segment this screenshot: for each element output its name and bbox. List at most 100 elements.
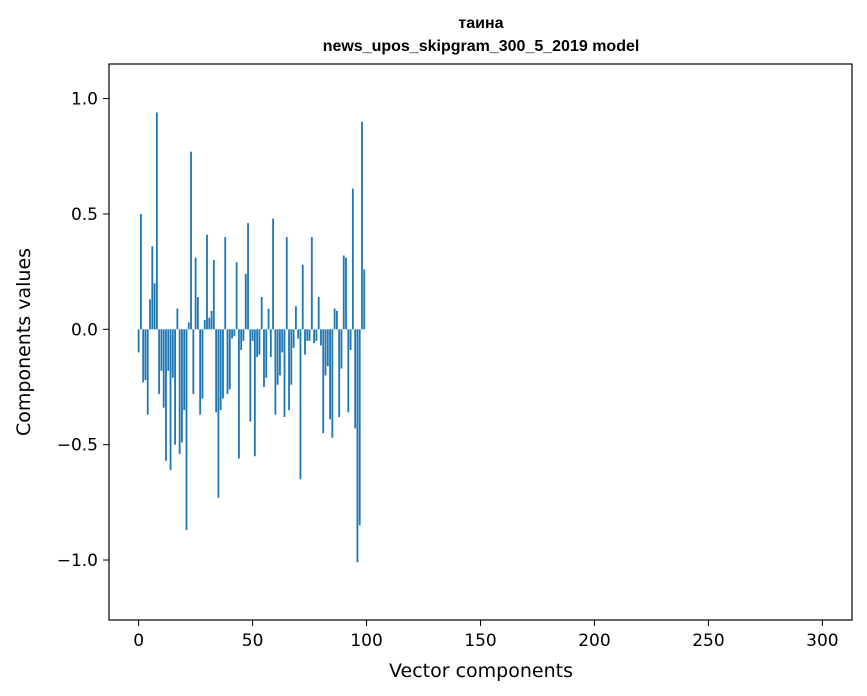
bar <box>304 329 306 355</box>
y-tick-label: 0.0 <box>71 320 98 340</box>
x-tick-label: 300 <box>806 631 838 651</box>
bar <box>263 329 265 387</box>
bar <box>317 297 320 330</box>
bar <box>242 329 245 341</box>
bar <box>201 329 204 399</box>
bar <box>187 322 190 330</box>
bar <box>228 329 231 390</box>
y-axis-label: Components values <box>13 248 35 436</box>
bar <box>251 329 254 341</box>
bar <box>313 329 316 344</box>
bar <box>324 329 327 376</box>
bar <box>196 297 199 330</box>
x-axis-ticks: 0 50 100 150 200 250 300 <box>133 620 839 651</box>
bar <box>320 329 322 346</box>
bar <box>294 306 297 330</box>
bar <box>349 329 352 351</box>
x-tick-label: 100 <box>350 631 382 651</box>
bar <box>233 329 236 337</box>
y-axis-ticks: −1.0 −0.5 0.0 0.5 1.0 <box>57 90 109 571</box>
bar <box>340 329 343 369</box>
x-tick-label: 0 <box>133 631 144 651</box>
bar <box>331 329 334 438</box>
x-tick-label: 200 <box>578 631 610 651</box>
x-axis-label: Vector components <box>389 660 573 682</box>
bar <box>363 269 366 330</box>
bar <box>219 329 222 411</box>
bar <box>249 329 252 422</box>
bar <box>160 329 163 371</box>
bar <box>162 329 165 408</box>
x-tick-label: 250 <box>692 631 724 651</box>
bar <box>151 246 154 330</box>
bar <box>194 257 197 330</box>
bar <box>265 329 268 378</box>
chart-title-line2: news_upos_skipgram_300_5_2019 model <box>323 38 640 55</box>
y-tick-label: −0.5 <box>57 436 98 456</box>
x-tick-label: 150 <box>464 631 496 651</box>
bar <box>192 329 195 394</box>
bar <box>347 329 350 413</box>
bar <box>288 329 290 411</box>
bar <box>226 329 229 394</box>
bar <box>224 237 227 330</box>
bar <box>231 329 233 339</box>
bar <box>203 320 206 330</box>
y-tick-label: −1.0 <box>57 551 98 571</box>
bar <box>153 283 156 330</box>
bar <box>217 329 220 498</box>
bar <box>176 308 179 330</box>
bar <box>215 329 218 413</box>
bar <box>256 329 259 357</box>
y-tick-label: 0.5 <box>71 205 98 225</box>
bar <box>279 329 281 376</box>
bar <box>144 329 147 381</box>
bar <box>315 329 318 341</box>
bar <box>345 257 347 330</box>
bar <box>274 329 277 415</box>
bar <box>283 329 286 417</box>
bar <box>260 297 263 330</box>
bar <box>322 329 325 434</box>
bar <box>240 329 243 351</box>
bar <box>351 188 354 330</box>
bar <box>206 234 208 330</box>
bar <box>258 329 261 355</box>
bar <box>185 329 188 531</box>
bar <box>361 121 363 330</box>
bar <box>174 329 176 445</box>
bar <box>326 329 329 367</box>
bar <box>165 329 167 461</box>
bar <box>155 112 158 330</box>
bar <box>276 329 279 385</box>
bar <box>253 329 256 457</box>
bar <box>301 264 304 330</box>
bar <box>181 329 183 443</box>
bar <box>183 329 186 411</box>
bar <box>208 317 211 330</box>
bar <box>281 329 284 353</box>
bar <box>210 310 213 330</box>
bar <box>336 310 338 330</box>
bar <box>190 151 192 330</box>
bar <box>212 260 215 330</box>
bar <box>358 329 361 526</box>
bar <box>149 299 151 330</box>
bar <box>235 262 238 330</box>
bar-series <box>137 112 366 563</box>
bar <box>306 329 309 341</box>
bar <box>222 329 224 399</box>
bar <box>299 329 302 480</box>
bar <box>238 329 240 459</box>
bar <box>290 329 293 385</box>
bar <box>356 329 359 563</box>
bar <box>269 329 272 357</box>
bar <box>178 329 181 454</box>
bar <box>308 329 311 341</box>
x-tick-label: 50 <box>242 631 264 651</box>
bar <box>292 329 295 348</box>
bar <box>167 329 170 371</box>
bar <box>338 329 341 417</box>
bar <box>142 329 145 383</box>
bar <box>310 237 313 330</box>
